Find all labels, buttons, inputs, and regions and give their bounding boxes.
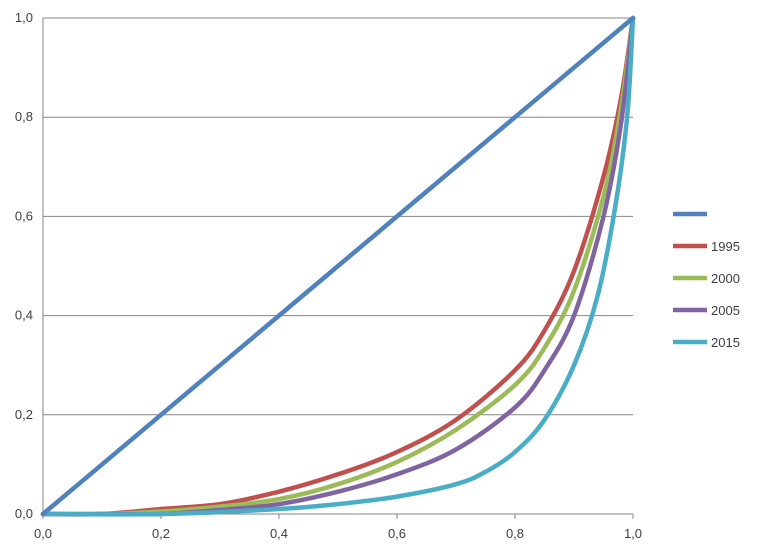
series-line-2000 [40,15,636,517]
x-tick-label: 0,0 [34,526,52,541]
x-tick-label: 1,0 [624,526,642,541]
legend-label: 2005 [711,303,740,318]
y-tick-label: 0,8 [15,109,33,124]
x-tick-label: 0,6 [388,526,406,541]
series-lines [40,15,636,517]
series-line-equality [40,15,636,517]
y-tick-label: 1,0 [15,10,33,25]
legend: 1995 2000 2005 2015 [673,211,740,350]
legend-label: 1995 [711,239,740,254]
gridlines [43,17,633,416]
y-tick-label: 0,2 [15,407,33,422]
x-tick-label: 0,8 [506,526,524,541]
x-tick-label: 0,2 [152,526,170,541]
x-tick-labels: 0,0 0,2 0,4 0,6 0,8 1,0 [34,526,642,541]
series-line-1995 [40,15,636,517]
series-line-2015 [40,15,636,517]
legend-label: 2015 [711,335,740,350]
x-tick-label: 0,4 [270,526,288,541]
y-tick-label: 0,0 [15,506,33,521]
y-tick-label: 0,4 [15,308,33,323]
legend-label: 2000 [711,271,740,286]
y-tick-labels: 0,0 0,2 0,4 0,6 0,8 1,0 [15,10,33,521]
y-tick-label: 0,6 [15,208,33,223]
